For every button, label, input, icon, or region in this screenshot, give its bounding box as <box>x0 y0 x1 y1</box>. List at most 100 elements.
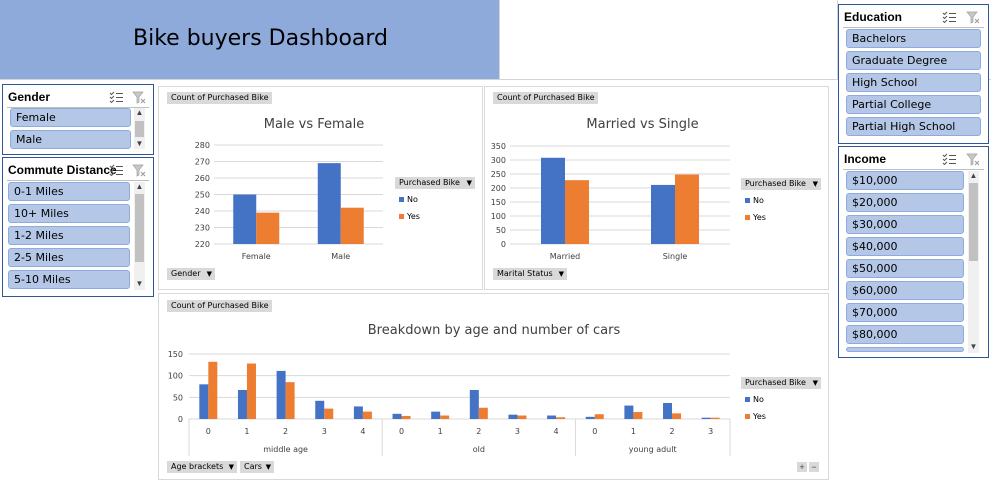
y-tick-label: 0 <box>501 240 506 249</box>
scroll-thumb[interactable] <box>969 183 978 261</box>
clear-filter-icon[interactable] <box>966 153 980 166</box>
slicer-item-income-30000[interactable]: $30,000 <box>846 215 964 234</box>
axis-field-button-age-brackets[interactable]: Age brackets ▼ <box>167 461 237 473</box>
axis-field-label: Gender <box>171 269 201 278</box>
slicer-item-5-10-miles[interactable]: 5-10 Miles <box>8 270 130 289</box>
dropdown-arrow-icon[interactable]: ▼ <box>265 463 271 471</box>
dropdown-arrow-icon[interactable]: ▼ <box>466 179 472 187</box>
slicer-item-male[interactable]: Male <box>10 130 131 149</box>
y-tick-label: 250 <box>195 191 210 200</box>
slicer-item-income-80000[interactable]: $80,000 <box>846 325 964 344</box>
bar-yes-old-2 <box>478 407 488 419</box>
x-tick-label: Single <box>663 252 688 261</box>
bar-no-female <box>233 194 257 244</box>
age-cars-chart-panel[interactable]: Count of Purchased Bike Breakdown by age… <box>158 293 829 480</box>
slicer-item-income-10000[interactable]: $10,000 <box>846 171 964 190</box>
clear-filter-icon[interactable] <box>132 91 146 104</box>
axis-field-button-cars[interactable]: Cars ▼ <box>240 461 274 473</box>
legend-item-yes: Yes <box>745 412 766 421</box>
scroll-down-icon[interactable]: ▼ <box>135 139 144 148</box>
marital-chart-panel[interactable]: Count of Purchased Bike Married vs Singl… <box>484 86 829 290</box>
slicer-item-income-20000[interactable]: $20,000 <box>846 193 964 212</box>
scroll-thumb[interactable] <box>135 121 144 137</box>
slicer-item-high-school[interactable]: High School <box>846 73 981 92</box>
y-tick-label: 260 <box>195 174 210 183</box>
dropdown-arrow-icon[interactable]: ▼ <box>206 270 212 278</box>
slicer-item-1-2-miles[interactable]: 1-2 Miles <box>8 226 130 245</box>
legend-label: Yes <box>753 213 766 222</box>
multi-select-icon[interactable] <box>942 11 956 23</box>
commute-distance-slicer: Commute Distance 0-1 Miles 10+ Miles 1-2… <box>2 157 154 297</box>
slicer-item-partial-college[interactable]: Partial College <box>846 95 981 114</box>
legend-field-button[interactable]: Purchased Bike ▼ <box>741 178 821 190</box>
scroll-down-icon[interactable]: ▼ <box>969 342 978 351</box>
y-tick-label: 50 <box>496 226 506 235</box>
bar-yes-old-1 <box>440 415 450 419</box>
legend-label: Yes <box>407 212 420 221</box>
x-tick-label: 0 <box>206 427 211 436</box>
legend-field-button[interactable]: Purchased Bike ▼ <box>741 377 821 389</box>
slicer-item-10-plus-miles[interactable]: 10+ Miles <box>8 204 130 223</box>
legend-swatch <box>399 214 404 219</box>
slicer-scrollbar[interactable]: ▲ ▼ <box>134 182 145 290</box>
x-tick-label: 4 <box>554 427 559 436</box>
bar-yes-female <box>256 212 280 244</box>
x-tick-label: 2 <box>476 427 481 436</box>
bar-no-middle-age-4 <box>353 406 363 419</box>
axis-field-button[interactable]: Gender ▼ <box>167 268 215 280</box>
slicer-item-partial[interactable] <box>846 347 964 352</box>
scroll-up-icon[interactable]: ▲ <box>969 171 978 180</box>
slicer-item-2-5-miles[interactable]: 2-5 Miles <box>8 248 130 267</box>
dropdown-arrow-icon[interactable]: ▼ <box>812 180 818 188</box>
multi-select-icon[interactable] <box>942 153 956 165</box>
slicer-item-partial-high-school[interactable]: Partial High School <box>846 117 981 136</box>
slicer-item-income-70000[interactable]: $70,000 <box>846 303 964 322</box>
slicer-item-graduate-degree[interactable]: Graduate Degree <box>846 51 981 70</box>
group-label: old <box>473 445 485 454</box>
clear-filter-icon[interactable] <box>132 164 146 177</box>
bar-no-middle-age-0 <box>199 384 209 419</box>
slicer-item-income-50000[interactable]: $50,000 <box>846 259 964 278</box>
y-tick-label: 350 <box>491 142 506 151</box>
dropdown-arrow-icon[interactable]: ▼ <box>812 379 818 387</box>
bar-yes-middle-age-2 <box>285 382 295 419</box>
legend-swatch <box>399 197 404 202</box>
x-tick-label: 3 <box>708 427 713 436</box>
slicer-scrollbar[interactable]: ▲ ▼ <box>134 108 145 149</box>
slicer-header: Education <box>843 8 984 28</box>
scroll-up-icon[interactable]: ▲ <box>135 182 144 191</box>
value-field-button[interactable]: Count of Purchased Bike <box>167 300 272 312</box>
legend-item-no: No <box>745 196 764 205</box>
legend-field-button[interactable]: Purchased Bike ▼ <box>395 177 475 189</box>
y-tick-label: 100 <box>168 372 183 381</box>
scroll-thumb[interactable] <box>135 194 144 262</box>
slicer-item-0-1-miles[interactable]: 0-1 Miles <box>8 182 130 201</box>
slicer-item-female[interactable]: Female <box>10 108 131 127</box>
slicer-item-income-60000[interactable]: $60,000 <box>846 281 964 300</box>
x-tick-label: 0 <box>399 427 404 436</box>
scroll-down-icon[interactable]: ▼ <box>135 279 144 288</box>
legend-swatch <box>745 397 750 402</box>
multi-select-icon[interactable] <box>109 91 123 103</box>
slicer-scrollbar[interactable]: ▲ ▼ <box>968 171 979 353</box>
gender-chart-panel[interactable]: Count of Purchased Bike Male vs Female 2… <box>158 86 483 290</box>
income-slicer: Income $10,000 $20,000 $30,000 $40,000 $… <box>838 146 989 358</box>
multi-select-icon[interactable] <box>109 164 123 176</box>
axis-field-button[interactable]: Marital Status ▼ <box>493 268 567 280</box>
slicer-item-bachelors[interactable]: Bachelors <box>846 29 981 48</box>
expand-field-icon[interactable]: + <box>797 462 807 472</box>
slicer-item-income-40000[interactable]: $40,000 <box>846 237 964 256</box>
dropdown-arrow-icon[interactable]: ▼ <box>228 463 234 471</box>
value-field-button[interactable]: Count of Purchased Bike <box>493 92 598 104</box>
collapse-field-icon[interactable]: − <box>809 462 819 472</box>
bar-no-old-2 <box>469 389 479 419</box>
bar-yes-married <box>565 180 589 244</box>
scroll-up-icon[interactable]: ▲ <box>135 108 144 117</box>
bar-yes-middle-age-4 <box>362 411 372 419</box>
value-field-button[interactable]: Count of Purchased Bike <box>167 92 272 104</box>
bar-no-young-adult-2 <box>663 402 673 419</box>
clear-filter-icon[interactable] <box>966 11 980 24</box>
x-tick-label: 1 <box>244 427 249 436</box>
group-label: young adult <box>629 445 677 454</box>
dropdown-arrow-icon[interactable]: ▼ <box>558 270 564 278</box>
